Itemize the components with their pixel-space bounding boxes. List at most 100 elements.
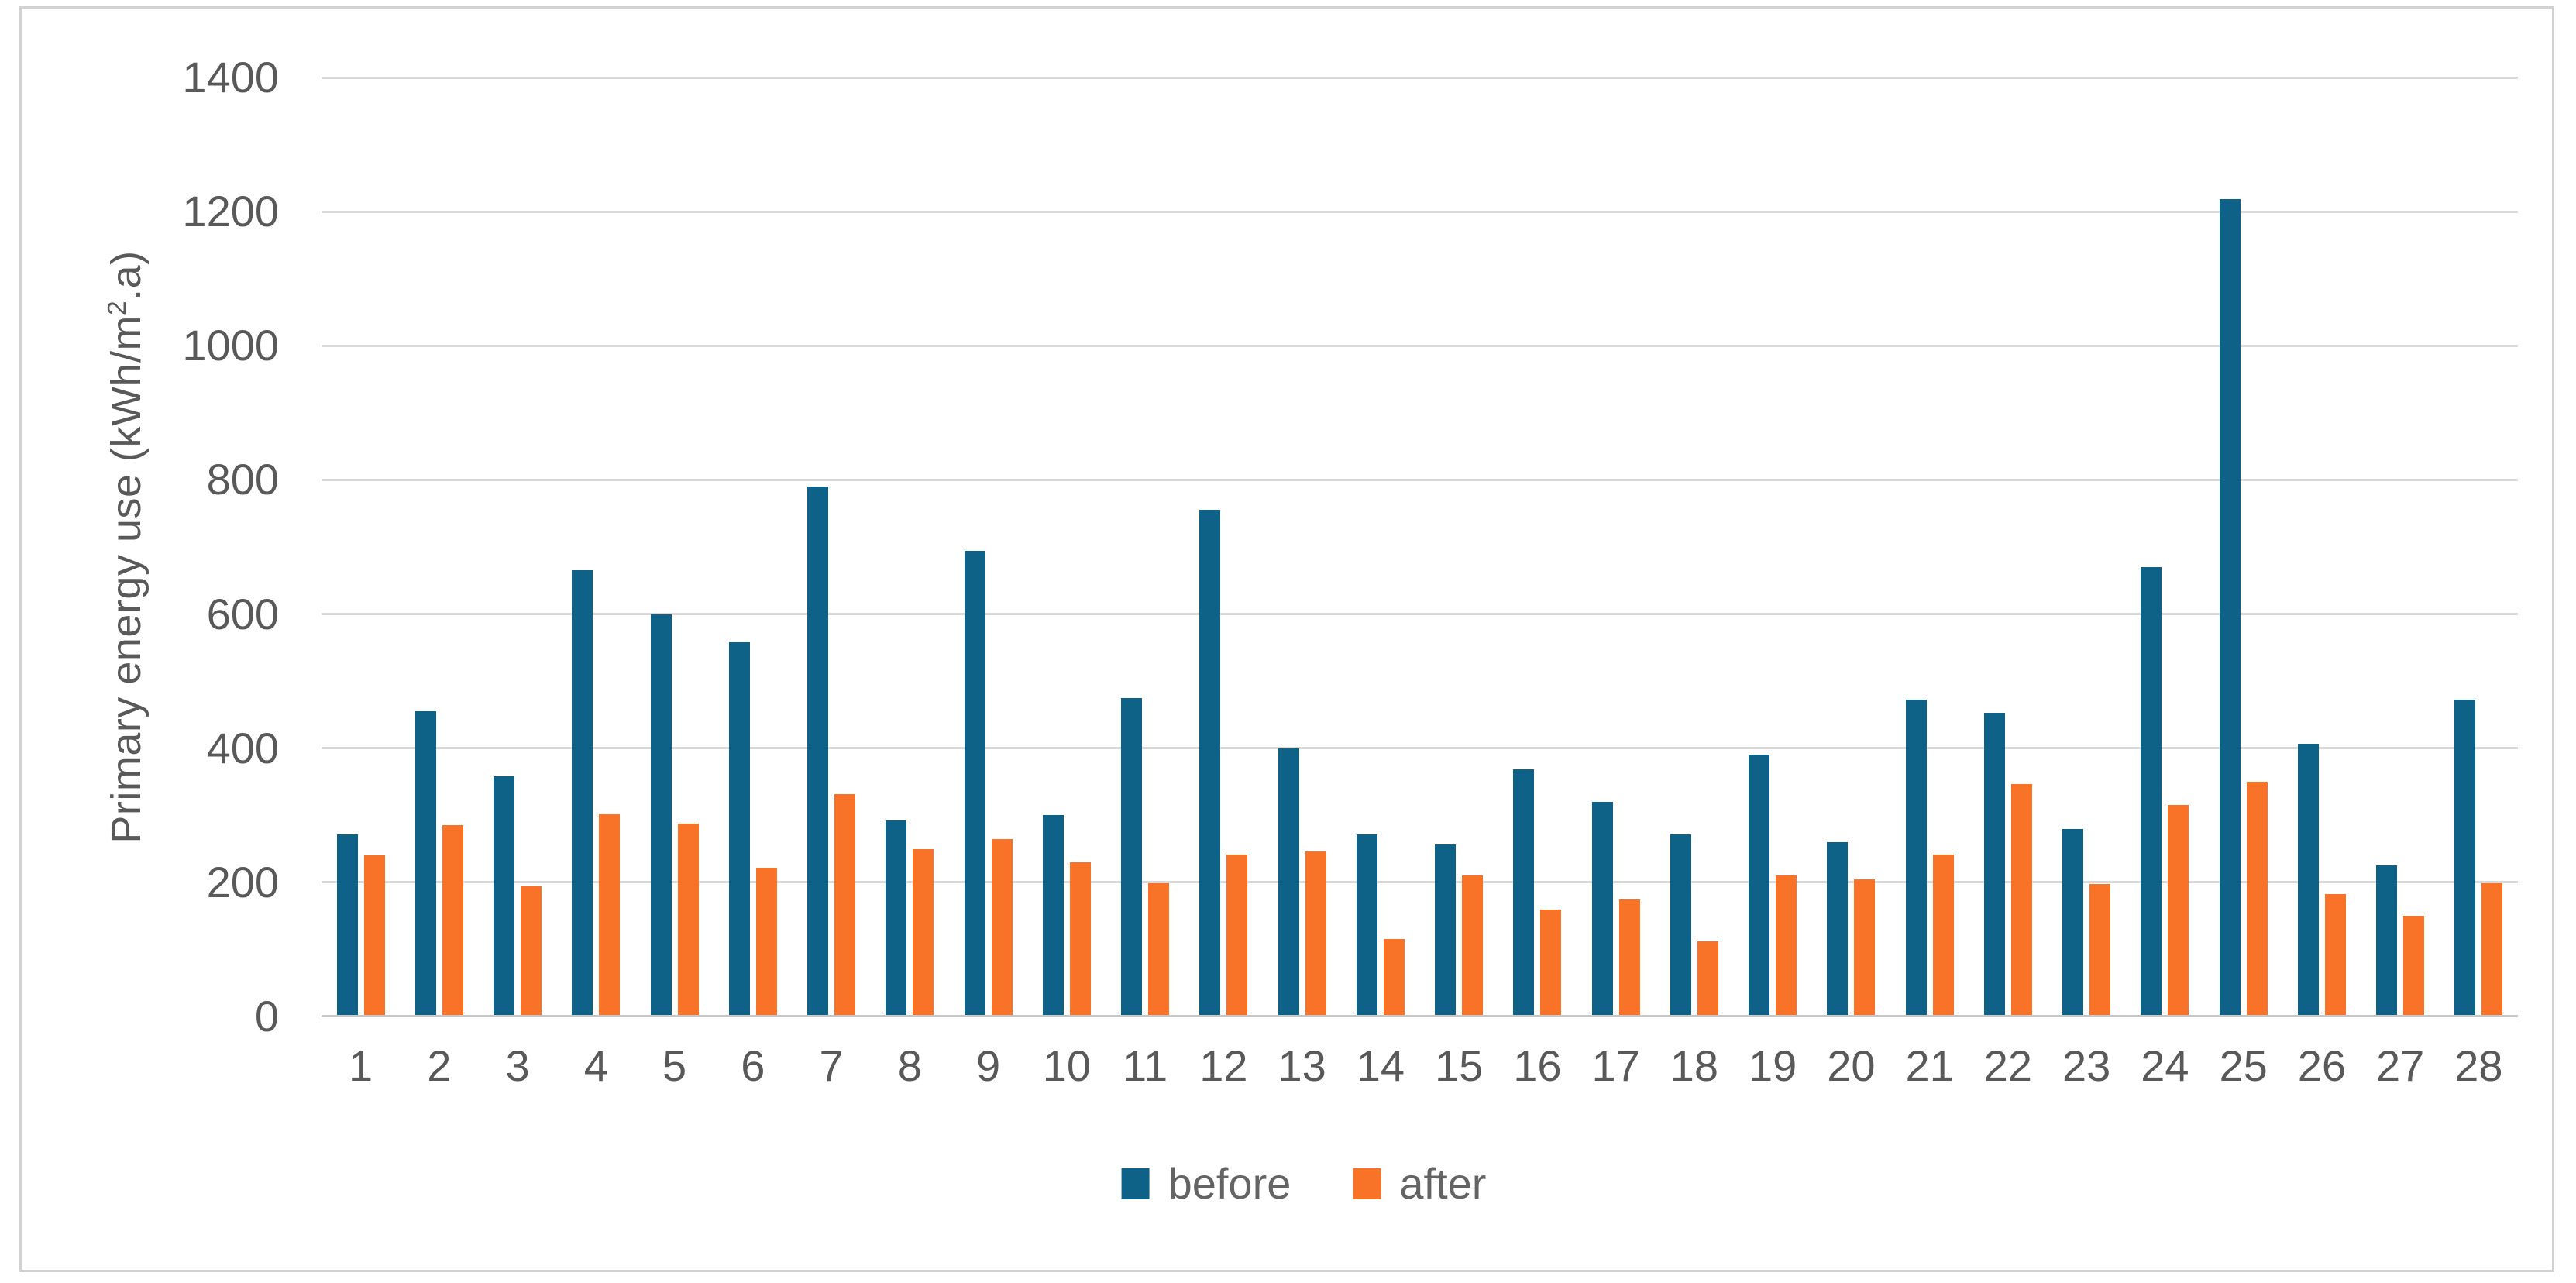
bar-after-15	[1462, 875, 1484, 1016]
x-tick-label-24: 24	[2141, 1041, 2189, 1090]
bar-before-17	[1591, 801, 1613, 1016]
x-tick-label-6: 6	[741, 1041, 765, 1090]
legend-label-after: after	[1399, 1159, 1487, 1208]
bar-group-8	[871, 77, 949, 1016]
bar-group-11	[1106, 77, 1185, 1016]
bar-after-14	[1383, 939, 1405, 1016]
x-tick-label-4: 4	[583, 1041, 608, 1090]
bar-after-19	[1776, 875, 1797, 1016]
x-tick-label-16: 16	[1513, 1041, 1562, 1090]
bar-group-22	[1969, 77, 2047, 1016]
bar-after-20	[1854, 879, 1876, 1016]
bar-before-9	[964, 551, 985, 1016]
bar-group-19	[1734, 77, 1812, 1016]
gridline-1400	[322, 76, 2518, 79]
bar-before-27	[2376, 865, 2398, 1016]
gridline-1200	[322, 210, 2518, 213]
bar-after-6	[755, 867, 777, 1016]
x-tick-label-26: 26	[2297, 1041, 2347, 1090]
bar-group-5	[635, 77, 714, 1016]
y-tick-label-600: 600	[206, 589, 279, 638]
legend-swatch-before	[1121, 1168, 1150, 1199]
bar-after-11	[1148, 882, 1170, 1016]
bar-group-10	[1027, 77, 1106, 1016]
bar-before-19	[1749, 754, 1770, 1016]
y-tick-label-200: 200	[206, 857, 279, 906]
bar-before-25	[2219, 198, 2241, 1016]
bar-group-12	[1185, 77, 1263, 1016]
bar-before-8	[886, 820, 907, 1016]
x-tick-label-13: 13	[1278, 1041, 1326, 1090]
bar-before-11	[1121, 697, 1143, 1016]
bar-after-9	[991, 839, 1013, 1016]
bar-group-1	[322, 77, 400, 1016]
bar-after-7	[834, 794, 856, 1016]
bar-before-22	[1983, 712, 2005, 1016]
bar-group-7	[793, 77, 871, 1016]
bar-after-1	[363, 855, 385, 1016]
x-tick-label-9: 9	[976, 1041, 1001, 1090]
bar-group-3	[479, 77, 557, 1016]
bar-after-23	[2089, 883, 2111, 1016]
bar-after-27	[2403, 916, 2425, 1016]
bar-before-16	[1513, 769, 1535, 1016]
bar-group-23	[2048, 77, 2126, 1016]
y-tick-label-1200: 1200	[182, 187, 279, 236]
x-tick-label-2: 2	[427, 1041, 452, 1090]
bar-after-2	[442, 825, 463, 1016]
x-tick-label-28: 28	[2454, 1041, 2503, 1090]
y-tick-label-400: 400	[206, 723, 279, 772]
x-tick-label-10: 10	[1042, 1041, 1092, 1090]
legend-label-before: before	[1168, 1159, 1291, 1208]
x-tick-label-21: 21	[1905, 1041, 1954, 1090]
bar-before-12	[1199, 510, 1221, 1016]
x-tick-label-22: 22	[1983, 1041, 2033, 1090]
bar-group-14	[1341, 77, 1419, 1016]
bar-after-8	[913, 848, 934, 1016]
bar-before-13	[1278, 748, 1299, 1016]
bar-before-21	[1905, 700, 1927, 1016]
legend-item-before: before	[1121, 1159, 1291, 1208]
bar-before-14	[1356, 834, 1377, 1016]
x-tick-label-20: 20	[1827, 1041, 1876, 1090]
bar-after-25	[2246, 782, 2268, 1016]
bar-group-27	[2361, 77, 2440, 1016]
bar-before-2	[414, 711, 436, 1016]
bar-before-15	[1435, 844, 1457, 1016]
legend-item-after: after	[1353, 1162, 1486, 1206]
x-tick-label-11: 11	[1123, 1041, 1168, 1090]
bar-group-16	[1498, 77, 1577, 1016]
bar-group-15	[1420, 77, 1498, 1016]
bar-after-21	[1932, 854, 1954, 1016]
bar-before-23	[2062, 828, 2084, 1016]
bar-after-22	[2010, 784, 2032, 1016]
bar-before-3	[494, 776, 515, 1016]
bar-after-18	[1697, 941, 1718, 1016]
x-tick-label-12: 12	[1199, 1041, 1248, 1090]
gridline-800	[322, 478, 2518, 481]
gridline-1000	[322, 344, 2518, 347]
bar-group-25	[2204, 77, 2282, 1016]
bar-group-24	[2126, 77, 2204, 1016]
bar-group-2	[400, 77, 478, 1016]
x-tick-label-8: 8	[897, 1041, 922, 1090]
bar-before-24	[2141, 566, 2162, 1016]
bar-after-4	[599, 814, 621, 1016]
bar-after-16	[1540, 910, 1562, 1016]
x-tick-label-27: 27	[2375, 1041, 2425, 1090]
gridline-200	[322, 881, 2518, 884]
x-tick-label-19: 19	[1748, 1041, 1797, 1090]
bar-before-4	[572, 570, 593, 1016]
bar-group-6	[714, 77, 792, 1016]
x-tick-label-25: 25	[2219, 1041, 2268, 1090]
y-tick-label-800: 800	[206, 455, 279, 504]
y-axis-title-unit-suffix: .a)	[103, 250, 150, 301]
bar-before-1	[336, 834, 358, 1016]
x-tick-label-1: 1	[349, 1041, 373, 1090]
bar-after-13	[1305, 851, 1326, 1016]
bar-group-9	[949, 77, 1027, 1016]
bar-before-5	[650, 614, 672, 1016]
gridline-400	[322, 747, 2518, 750]
bar-after-28	[2481, 882, 2503, 1016]
